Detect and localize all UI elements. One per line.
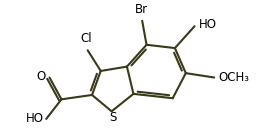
Text: HO: HO: [199, 18, 216, 31]
Text: S: S: [109, 111, 116, 124]
Text: OCH₃: OCH₃: [218, 71, 249, 84]
Text: HO: HO: [25, 112, 44, 125]
Text: O: O: [36, 70, 46, 83]
Text: Cl: Cl: [81, 33, 92, 45]
Text: Br: Br: [134, 3, 148, 16]
